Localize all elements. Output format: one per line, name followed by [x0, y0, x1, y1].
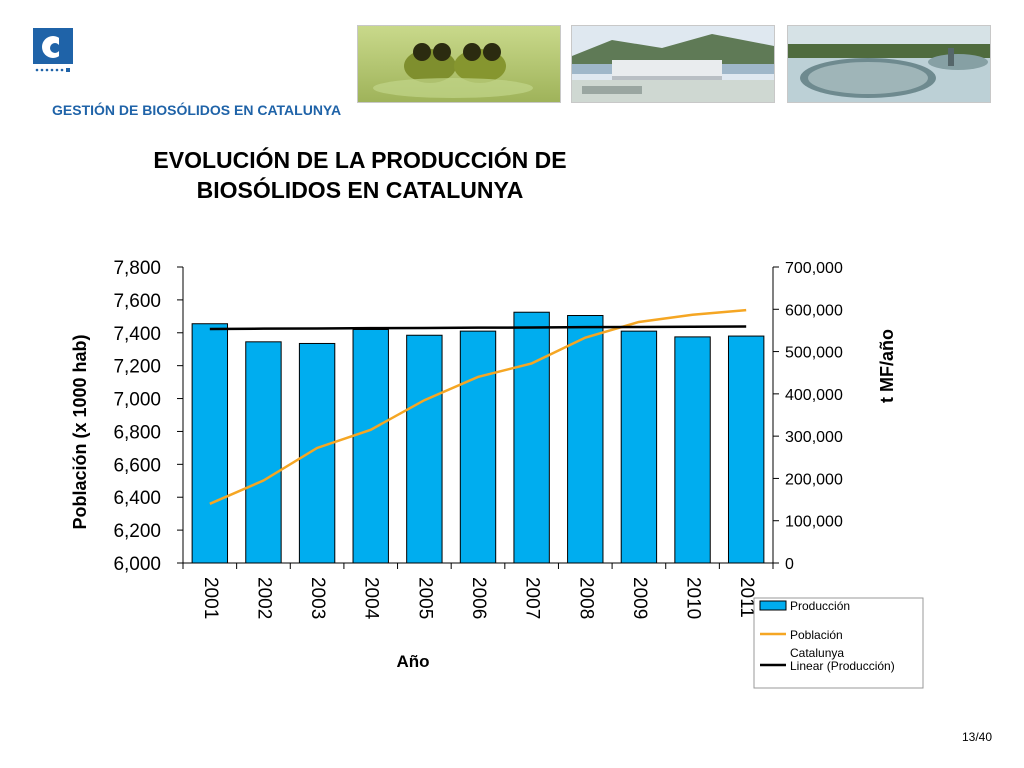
legend-swatch-produccion	[759, 600, 787, 611]
x-tick-label: 2011	[736, 577, 757, 618]
slide-title-line1: EVOLUCIÓN DE LA PRODUCCIÓN DE	[153, 147, 567, 173]
bar-2009	[620, 330, 658, 564]
y-left-tick-label: 7,600	[113, 291, 161, 312]
frogs-photo	[357, 25, 561, 103]
x-axis-title: Año	[396, 652, 429, 671]
y-axis-right-title: t MF/año	[877, 329, 897, 403]
y-left-tick-label: 7,400	[113, 324, 161, 345]
bar-2010	[674, 336, 711, 564]
bar-2006	[459, 330, 497, 564]
bar-2003	[298, 342, 336, 564]
x-tick-label: 2001	[200, 577, 221, 619]
x-tick-label: 2005	[414, 577, 435, 619]
y-right-tick-label: 0	[785, 556, 794, 573]
page-number: 13/40	[961, 730, 992, 744]
y-right-tick-label: 700,000	[785, 260, 843, 277]
slide-title: EVOLUCIÓN DE LA PRODUCCIÓN DE BIOSÓLIDOS…	[60, 145, 660, 205]
y-left-tick-label: 7,200	[113, 357, 161, 378]
y-right-tick-label: 400,000	[785, 387, 843, 404]
legend-label-poblacion-line2: Catalunya	[790, 646, 844, 660]
bar-2008	[567, 315, 604, 564]
wastewater-plant-photo	[787, 25, 991, 103]
legend-box	[753, 597, 924, 689]
line-linear-produccion	[209, 325, 747, 331]
x-tick-label: 2007	[522, 577, 543, 619]
x-tick-label: 2004	[361, 577, 382, 620]
legend-label-linear: Linear (Producción)	[790, 659, 895, 673]
bar-2007	[513, 311, 550, 564]
bar-2004	[352, 328, 389, 564]
y-left-tick-label: 7,800	[113, 258, 161, 279]
agency-logo	[33, 28, 73, 74]
bar-2001	[191, 323, 229, 564]
y-axis-left-title: Población (x 1000 hab)	[70, 334, 90, 529]
x-tick-label: 2003	[307, 577, 328, 619]
y-left-tick-label: 6,200	[113, 521, 161, 542]
y-left-tick-label: 6,000	[113, 554, 161, 575]
y-left-tick-label: 6,800	[113, 422, 161, 443]
legend-label-produccion: Producción	[790, 599, 850, 613]
x-tick-label: 2009	[629, 577, 650, 619]
slide-title-line2: BIOSÓLIDOS EN CATALUNYA	[196, 177, 524, 203]
y-right-tick-label: 100,000	[785, 514, 843, 531]
x-tick-label: 2002	[253, 577, 274, 619]
y-right-tick-label: 600,000	[785, 302, 843, 319]
bar-2011	[727, 335, 765, 564]
y-right-tick-label: 500,000	[785, 345, 843, 362]
bar-2005	[406, 334, 443, 564]
x-tick-label: 2008	[575, 577, 596, 619]
section-title: GESTIÓN DE BIOSÓLIDOS EN CATALUNYA	[52, 102, 342, 118]
y-right-tick-label: 200,000	[785, 471, 843, 488]
y-left-tick-label: 7,000	[113, 390, 161, 411]
y-left-tick-label: 6,400	[113, 488, 161, 509]
y-right-tick-label: 300,000	[785, 429, 843, 446]
dam-photo	[571, 25, 775, 103]
y-left-tick-label: 6,600	[113, 455, 161, 476]
bar-2002	[245, 341, 282, 564]
x-tick-label: 2010	[683, 577, 704, 619]
x-tick-label: 2006	[468, 577, 489, 619]
line-poblacion-catalunya	[209, 308, 747, 505]
legend-label-poblacion-line1: Población	[790, 628, 843, 642]
